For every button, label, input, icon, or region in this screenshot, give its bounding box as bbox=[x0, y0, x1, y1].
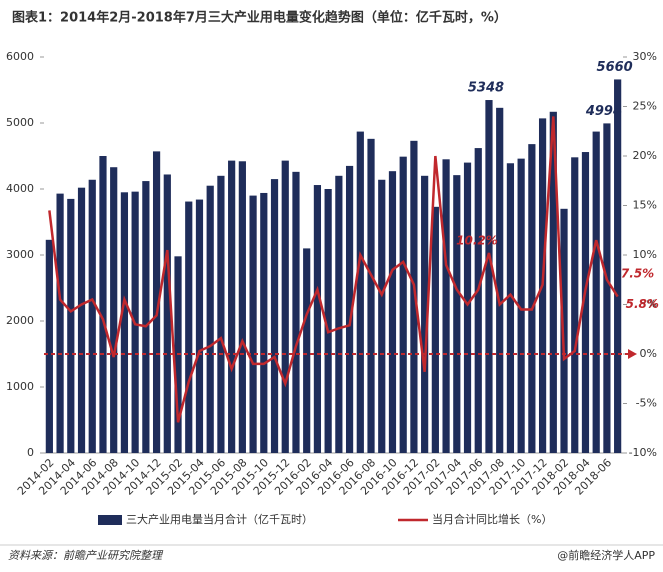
bar bbox=[517, 158, 525, 453]
bar bbox=[120, 192, 129, 454]
bar bbox=[238, 161, 246, 453]
bar bbox=[367, 138, 375, 453]
y2-tick-label: -10% bbox=[629, 446, 657, 459]
bar bbox=[185, 201, 193, 453]
line-value-label: 10.2% bbox=[456, 234, 498, 248]
y2-tick-label: -5% bbox=[636, 397, 657, 410]
chart-title: 图表1：2014年2月-2018年7月三大产业用电量变化趋势图（单位：亿千瓦时，… bbox=[12, 10, 507, 26]
bar bbox=[249, 195, 257, 453]
bar bbox=[356, 131, 364, 453]
bar bbox=[592, 131, 600, 453]
bar bbox=[228, 160, 236, 453]
bar bbox=[378, 179, 386, 453]
line-value-label: 5.8% bbox=[626, 297, 659, 311]
y-tick-label: 4000 bbox=[6, 182, 34, 195]
y-tick-label: 0 bbox=[27, 446, 34, 459]
bar bbox=[335, 175, 343, 454]
bar bbox=[528, 144, 536, 453]
bar bbox=[614, 79, 622, 453]
bar bbox=[496, 107, 504, 453]
brand: @前瞻经济学人APP bbox=[557, 548, 655, 562]
bar bbox=[388, 171, 397, 453]
legend-label: 当月合计同比增长（%） bbox=[432, 512, 552, 526]
bar bbox=[431, 206, 439, 453]
bar-value-label: 4994 bbox=[585, 104, 622, 119]
bar bbox=[206, 185, 214, 453]
bar bbox=[88, 179, 96, 453]
bar-value-label: 5660 bbox=[597, 60, 633, 75]
legend-swatch bbox=[98, 515, 122, 525]
y-tick-label: 3000 bbox=[6, 248, 34, 261]
y2-tick-label: 15% bbox=[633, 199, 657, 212]
y2-tick-label: 30% bbox=[633, 50, 657, 63]
bar bbox=[152, 151, 161, 453]
bar bbox=[303, 248, 311, 453]
y2-tick-label: 0% bbox=[640, 347, 657, 360]
bar bbox=[217, 175, 225, 454]
legend-label: 三大产业用电量当月合计（亿千瓦时） bbox=[126, 512, 313, 526]
bar bbox=[163, 174, 171, 454]
bar bbox=[506, 163, 515, 453]
line-value-label: 7.5% bbox=[621, 266, 654, 280]
bar bbox=[292, 171, 300, 453]
growth-line bbox=[48, 116, 619, 423]
bar bbox=[313, 185, 322, 454]
bar bbox=[56, 193, 64, 453]
y2-tick-label: 10% bbox=[633, 248, 657, 261]
y2-tick-label: 20% bbox=[633, 149, 657, 162]
y-tick-label: 1000 bbox=[6, 380, 34, 393]
bar bbox=[571, 157, 579, 453]
bar bbox=[603, 123, 611, 453]
bar bbox=[324, 189, 332, 453]
bar bbox=[110, 167, 118, 453]
bar bbox=[453, 175, 461, 453]
zero-arrow bbox=[628, 349, 637, 359]
bar bbox=[99, 156, 107, 453]
bar bbox=[45, 239, 53, 453]
bar bbox=[442, 159, 450, 454]
y2-tick-label: 25% bbox=[633, 100, 657, 113]
bar bbox=[410, 140, 418, 453]
source: 资料来源：前瞻产业研究院整理 bbox=[8, 549, 164, 562]
bar-value-label: 5348 bbox=[468, 81, 504, 96]
bar bbox=[195, 199, 204, 453]
bar bbox=[474, 148, 482, 453]
bar bbox=[345, 165, 354, 453]
bar bbox=[549, 111, 557, 453]
bar bbox=[142, 181, 150, 453]
bar bbox=[281, 160, 289, 453]
y-tick-label: 2000 bbox=[6, 314, 34, 327]
bar bbox=[463, 162, 472, 453]
bar bbox=[581, 152, 590, 454]
y-tick-label: 6000 bbox=[6, 50, 34, 63]
bar bbox=[77, 187, 86, 453]
bar bbox=[260, 192, 268, 453]
bar bbox=[270, 179, 279, 453]
bar bbox=[421, 175, 429, 454]
bar bbox=[485, 100, 493, 454]
bar bbox=[67, 198, 75, 453]
y-tick-label: 5000 bbox=[6, 116, 34, 129]
bar bbox=[399, 156, 407, 453]
y2-tick-label: 5% bbox=[640, 298, 657, 311]
